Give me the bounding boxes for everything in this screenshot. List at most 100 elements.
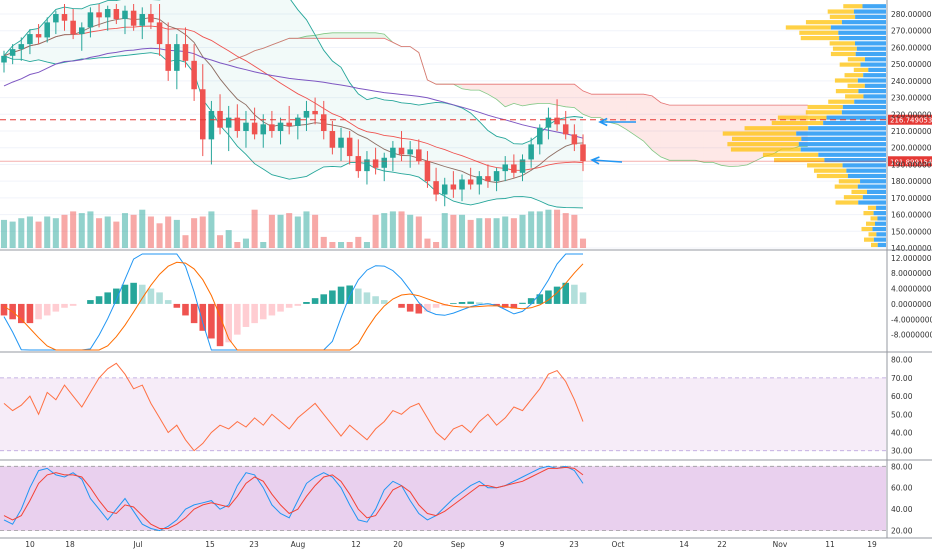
volume-bar xyxy=(484,218,491,248)
macd-histogram-bar xyxy=(355,288,362,304)
candle-body xyxy=(355,156,362,172)
volume-profile-bar-up xyxy=(863,211,874,216)
macd-axis-tick: 8.00000000 xyxy=(891,269,932,278)
ichimoku-cloud-segment xyxy=(583,90,592,118)
price-axis-tick: 270.00000000 xyxy=(891,27,932,36)
date-axis-tick: 14 xyxy=(679,540,689,549)
candle-body xyxy=(467,179,474,185)
candle-body xyxy=(139,14,146,26)
volume-profile-bar-up xyxy=(800,35,840,41)
stochastic-panel[interactable]: 80.00 60.00 40.00 20.00 xyxy=(0,462,913,536)
volume-profile-bar-up xyxy=(829,14,856,19)
ichimoku-cloud-segment xyxy=(531,84,540,105)
volume-profile-bar-up xyxy=(816,173,848,179)
price-axes: 216.74905314 191.89915456 280.00000000 270.… xyxy=(0,0,932,538)
volume-profile-bar-up xyxy=(805,20,842,25)
ichimoku-cloud-segment xyxy=(323,32,333,39)
macd-histogram-bar xyxy=(0,303,8,316)
price-axis-tick: 160.00000000 xyxy=(891,211,932,220)
volume-profile-bar-up xyxy=(777,115,827,120)
macd-histogram-bar xyxy=(450,303,457,304)
candle-body xyxy=(407,149,413,155)
volume-profile-bar-up xyxy=(868,232,877,237)
volume-profile-bar-up xyxy=(805,110,842,115)
volume-profile-bar-down xyxy=(857,184,886,189)
volume-profile-bar-down xyxy=(823,120,886,126)
price-tag-box xyxy=(888,114,932,125)
volume-bar xyxy=(441,213,448,248)
volume-bar xyxy=(329,242,336,248)
volume-profile-bar-down xyxy=(862,4,886,9)
volume-profile-bar-down xyxy=(801,136,886,141)
macd-panel[interactable]: 12.00000000 8.00000000 4.00000000 0.0000000… xyxy=(0,253,932,351)
macd-histogram-bar xyxy=(190,303,198,324)
price-axis-tick: 150.00000000 xyxy=(891,227,932,236)
volume-profile-bar-down xyxy=(796,131,886,136)
ichimoku-cloud-segment xyxy=(462,84,471,91)
candle-body xyxy=(27,34,33,45)
volume-bar xyxy=(52,218,59,248)
macd-histogram-bar xyxy=(208,303,215,339)
ichimoku-cloud-segment xyxy=(652,95,661,157)
volume-bar xyxy=(312,214,319,248)
macd-histogram-bar xyxy=(363,292,371,304)
volume-profile-bar-up xyxy=(732,136,802,141)
ichimoku-cloud-segment xyxy=(548,84,558,106)
stochastic-axis-tick: 40.00 xyxy=(891,505,913,514)
macd-histogram-bar xyxy=(259,303,267,320)
volume-profile-bar-up xyxy=(843,195,863,200)
volume-profile-bar-up xyxy=(845,94,864,99)
volume-profile-bar-down xyxy=(860,62,886,67)
macd-histogram-bar xyxy=(458,302,466,304)
volume-bar xyxy=(113,221,120,248)
volume-bar xyxy=(0,219,8,248)
candle-body xyxy=(130,10,137,26)
candle-body xyxy=(580,144,586,162)
candle-body xyxy=(545,117,552,128)
ichimoku-cloud-segment xyxy=(703,105,713,163)
date-axis-tick: Nov xyxy=(773,540,788,549)
volume-profile-bar-down xyxy=(864,83,886,88)
candle-body xyxy=(528,144,534,160)
volume-bar xyxy=(320,236,327,248)
macd-histogram-bar xyxy=(156,292,163,304)
price-axis-tick: 140.00000000 xyxy=(891,244,932,253)
volume-profile-bar-down xyxy=(862,195,886,200)
volume-bar xyxy=(338,242,345,248)
ichimoku-cloud-segment xyxy=(799,105,808,147)
volume-profile-bar-up xyxy=(834,184,858,189)
price-panel[interactable] xyxy=(0,0,886,249)
rsi-panel[interactable]: 80.00 70.00 60.00 50.00 40.00 30.00 xyxy=(0,356,913,456)
volume-bar xyxy=(70,211,77,248)
candle-body xyxy=(269,124,275,132)
volume-bar xyxy=(26,216,33,248)
volume-profile-bar-down xyxy=(830,25,886,30)
ichimoku-cloud-segment xyxy=(574,84,583,115)
volume-bar xyxy=(562,213,569,248)
ichimoku-cloud-segment xyxy=(341,32,350,39)
volume-profile-bar-up xyxy=(863,237,874,242)
volume-bar xyxy=(130,214,137,248)
volume-profile-bar-up xyxy=(867,205,877,210)
ichimoku-cloud-segment xyxy=(600,94,609,123)
volume-bar xyxy=(35,221,42,248)
annotation-arrow-head xyxy=(590,156,600,165)
macd-histogram-bar xyxy=(545,290,552,304)
volume-bar xyxy=(545,209,552,248)
candle-body xyxy=(113,9,120,20)
macd-histogram-bar xyxy=(311,298,319,304)
volume-bar xyxy=(87,211,94,248)
volume-profile-bar-down xyxy=(841,20,886,25)
macd-histogram-bar xyxy=(398,303,405,308)
volume-profile-bar-down xyxy=(877,216,886,221)
macd-histogram-bar xyxy=(510,303,518,309)
volume-bar xyxy=(104,216,111,248)
macd-histogram-bar xyxy=(251,303,258,324)
volume-profile-bar-down xyxy=(855,51,886,57)
volume-bar xyxy=(251,209,258,248)
ichimoku-cloud-segment xyxy=(513,84,523,106)
volume-profile-bar-up xyxy=(843,4,863,9)
